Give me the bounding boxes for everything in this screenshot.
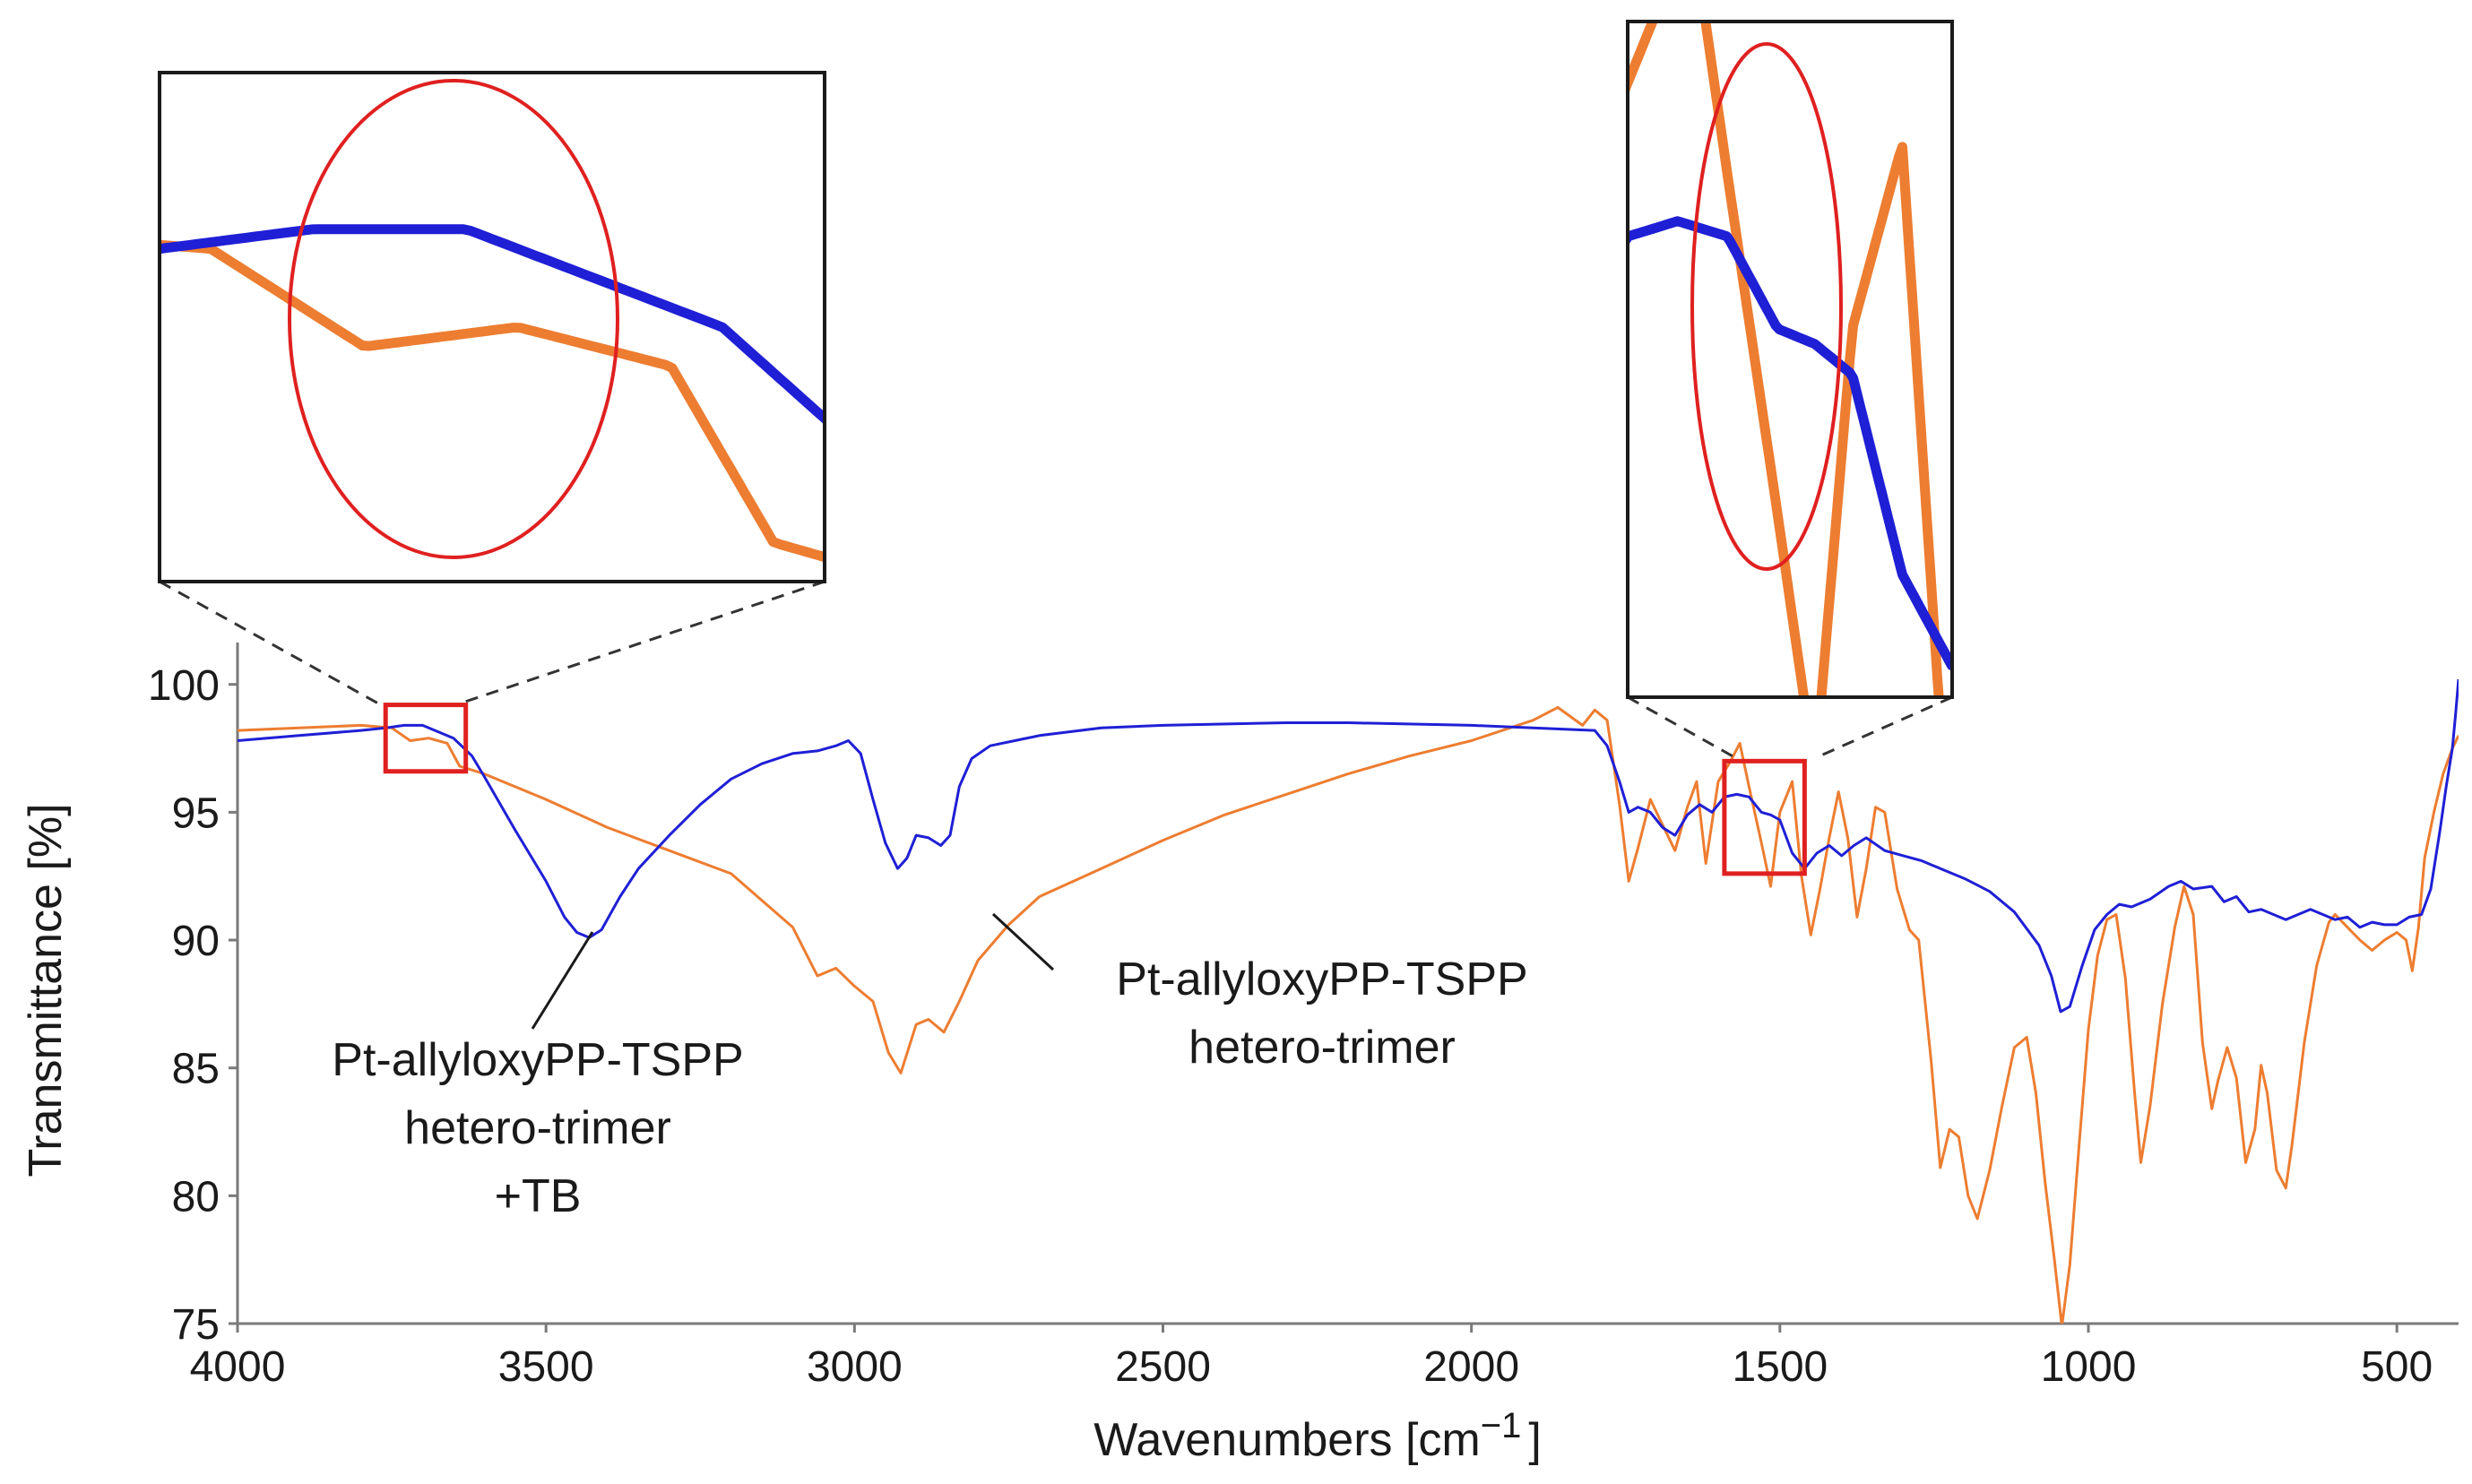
y-tick-label: 80 <box>172 1173 220 1221</box>
x-tick-label: 2500 <box>1115 1343 1211 1391</box>
y-axis-title: Transmittance [%] <box>20 803 72 1177</box>
inset-right-frame <box>1626 20 1954 699</box>
inset-left-highlight-ellipse <box>288 79 619 559</box>
y-tick-label: 100 <box>148 662 220 710</box>
annotation-blue-line1: Pt-allyloxyPP-TSPP <box>332 1034 743 1086</box>
inset-right-highlight-ellipse <box>1690 42 1843 571</box>
annotation-blue-line2: hetero-trimer <box>404 1102 671 1154</box>
x-axis-title-sup: −1 <box>1481 1406 1522 1445</box>
x-tick-label: 1000 <box>2041 1343 2137 1391</box>
zoom-box-left <box>383 703 469 774</box>
annotation-leader-blue <box>531 931 594 1030</box>
x-tick-label: 3500 <box>498 1343 594 1391</box>
inset-right <box>1626 20 1954 699</box>
x-axis-title: Wavenumbers [cm−1] <box>1093 1406 1542 1466</box>
zoom-box-right <box>1722 758 1807 876</box>
x-tick-label: 1500 <box>1732 1343 1828 1391</box>
x-axis-title-end: ] <box>1528 1414 1541 1466</box>
y-ticks: 75 80 85 90 95 100 <box>148 662 238 1349</box>
annotation-leader-orange <box>991 912 1055 971</box>
inset-left-blue-line <box>160 224 825 426</box>
x-axis-title-main: Wavenumbers [cm <box>1093 1414 1481 1466</box>
annotation-orange-line1: Pt-allyloxyPP-TSPP <box>1116 953 1527 1005</box>
inset-right-blue-line <box>1628 216 1952 671</box>
y-tick-label: 85 <box>172 1046 220 1093</box>
series-line-orange <box>238 705 2459 1324</box>
inset-left-frame <box>158 71 826 583</box>
inset-left-orange-line <box>160 239 825 563</box>
y-tick-label: 75 <box>172 1301 220 1349</box>
annotation-blue-line3: +TB <box>495 1170 582 1222</box>
y-tick-label: 90 <box>172 918 220 965</box>
x-tick-label: 2000 <box>1423 1343 1519 1391</box>
inset-right-orange-line <box>1628 22 1944 697</box>
x-tick-label: 3000 <box>807 1343 903 1391</box>
zoom-connector-right-b <box>1814 695 1953 760</box>
annotation-orange-line2: hetero-trimer <box>1188 1022 1456 1074</box>
inset-left <box>158 71 826 583</box>
x-tick-label: 500 <box>2361 1343 2433 1391</box>
x-ticks: 4000 3500 3000 2500 2000 1500 1000 500 <box>190 1324 2433 1391</box>
x-tick-label: 4000 <box>190 1343 286 1391</box>
y-tick-label: 95 <box>172 789 220 837</box>
